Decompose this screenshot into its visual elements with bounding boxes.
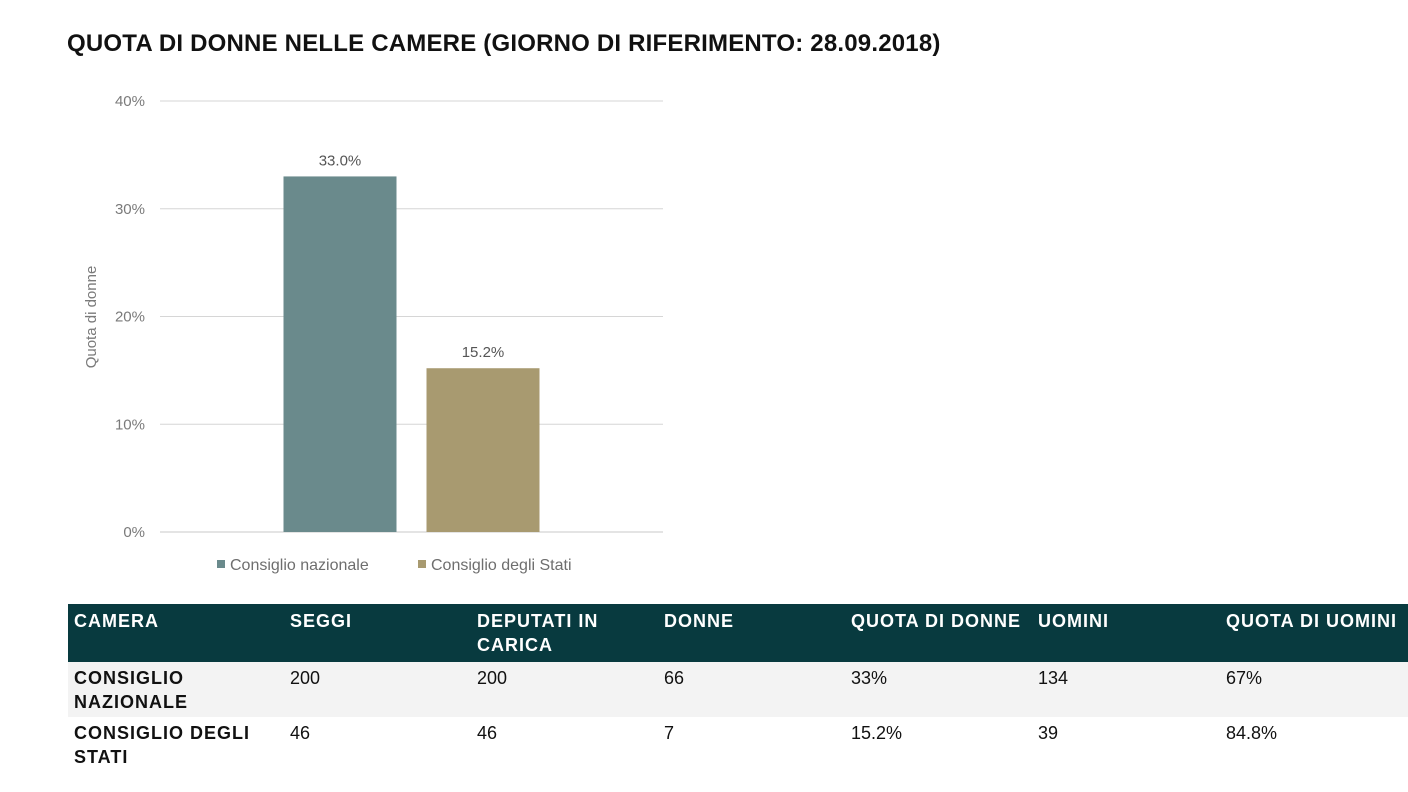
bar [426,368,540,532]
table-row: CONSIGLIO NAZIONALE 200 200 66 33% 134 6… [68,662,1408,717]
legend-swatch [418,560,426,568]
header-deputati-in-carica: DEPUTATI IN CARICA [471,604,658,662]
cell-uomini: 134 [1032,662,1220,717]
cell-quota-donne: 33% [845,662,1032,717]
cell-camera: CONSIGLIO DEGLI STATI [68,717,284,772]
data-label: 15.2% [462,344,505,361]
header-quota-di-donne: QUOTA DI DONNE [845,604,1032,662]
cell-quota-uomini: 84.8% [1220,717,1408,772]
header-uomini: UOMINI [1032,604,1220,662]
header-seggi: SEGGI [284,604,471,662]
y-tick-label: 10% [115,416,145,433]
legend-swatch [217,560,225,568]
header-camera: CAMERA [68,604,284,662]
bar [283,176,397,533]
header-quota-di-uomini: QUOTA DI UOMINI [1220,604,1408,662]
cell-deputati: 46 [471,717,658,772]
y-tick-label: 20% [115,309,145,326]
cell-seggi: 200 [284,662,471,717]
header-donne: DONNE [658,604,845,662]
y-tick-label: 40% [115,93,145,110]
cell-quota-uomini: 67% [1220,662,1408,717]
data-table: CAMERA SEGGI DEPUTATI IN CARICA DONNE QU… [68,604,1408,772]
data-label: 33.0% [319,152,362,169]
page-title: QUOTA DI DONNE NELLE CAMERE (GIORNO DI R… [67,30,941,57]
cell-uomini: 39 [1032,717,1220,772]
legend-label: Consiglio degli Stati [431,557,572,574]
cell-donne: 66 [658,662,845,717]
legend-label: Consiglio nazionale [230,557,369,574]
y-tick-label: 30% [115,201,145,218]
cell-deputati: 200 [471,662,658,717]
cell-camera: CONSIGLIO NAZIONALE [68,662,284,717]
cell-seggi: 46 [284,717,471,772]
table-header-row: CAMERA SEGGI DEPUTATI IN CARICA DONNE QU… [68,604,1408,662]
bar-chart: 0% 10% 20% 30% 40% Quota di donne 33.0% 15.2% Co… [83,93,663,574]
cell-quota-donne: 15.2% [845,717,1032,772]
table-row: CONSIGLIO DEGLI STATI 46 46 7 15.2% 39 8… [68,717,1408,772]
y-tick-label: 0% [123,524,145,541]
cell-donne: 7 [658,717,845,772]
y-axis-label: Quota di donne [83,266,100,369]
